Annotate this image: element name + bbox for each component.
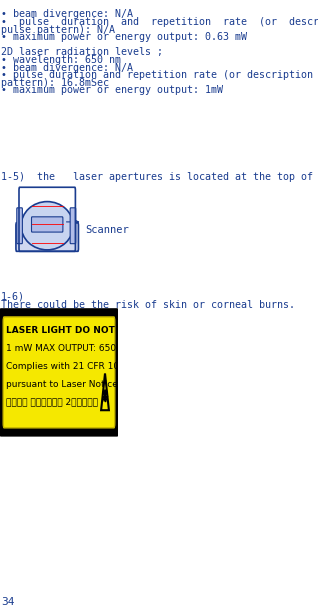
Text: • wavelength: 650 nm: • wavelength: 650 nm bbox=[1, 55, 121, 65]
Polygon shape bbox=[101, 373, 109, 410]
Text: 激光辐射 请勿直视光束 2类激光产品: 激光辐射 请勿直视光束 2类激光产品 bbox=[6, 398, 99, 406]
Text: • maximum power or energy output: 1mW: • maximum power or energy output: 1mW bbox=[1, 85, 223, 95]
Text: 1 mW MAX OUTPUT: 650nM IEC 60825-1:2007 and IEC 60825-1:2014: 1 mW MAX OUTPUT: 650nM IEC 60825-1:2007 … bbox=[6, 344, 317, 353]
Text: Scanner: Scanner bbox=[85, 225, 129, 235]
Text: Complies with 21 CFR 1040.10 and 1040.11except for deviations: Complies with 21 CFR 1040.10 and 1040.11… bbox=[6, 362, 301, 371]
Text: 1-5)  the   laser apertures is located at the top of the terminal.: 1-5) the laser apertures is located at t… bbox=[1, 172, 318, 181]
FancyBboxPatch shape bbox=[31, 217, 63, 232]
Text: • maximum power or energy output: 0.63 mW: • maximum power or energy output: 0.63 m… bbox=[1, 32, 247, 42]
Text: pulse pattern): N/A: pulse pattern): N/A bbox=[1, 25, 115, 34]
FancyBboxPatch shape bbox=[3, 317, 115, 428]
Text: There could be the risk of skin or corneal burns.: There could be the risk of skin or corne… bbox=[1, 300, 295, 310]
Text: 1-6): 1-6) bbox=[1, 291, 25, 301]
FancyBboxPatch shape bbox=[70, 208, 76, 244]
Ellipse shape bbox=[21, 202, 73, 250]
Text: • beam divergence: N/A: • beam divergence: N/A bbox=[1, 9, 133, 19]
Text: 2D laser radiation levels ;: 2D laser radiation levels ; bbox=[1, 47, 163, 57]
Text: LASER LIGHT DO NOT STARE INTO BEAM CLASS 2 LASER PRODUCT: LASER LIGHT DO NOT STARE INTO BEAM CLASS… bbox=[6, 326, 318, 335]
Text: 34: 34 bbox=[1, 597, 15, 607]
Text: •  pulse  duration  and  repetition  rate  (or  description  of  irregular: • pulse duration and repetition rate (or… bbox=[1, 17, 318, 27]
Text: • beam divergence: N/A: • beam divergence: N/A bbox=[1, 63, 133, 72]
FancyBboxPatch shape bbox=[17, 208, 22, 244]
Text: • pulse duration and repetition rate (or description of irregular pulse: • pulse duration and repetition rate (or… bbox=[1, 70, 318, 80]
FancyBboxPatch shape bbox=[0, 310, 118, 435]
FancyBboxPatch shape bbox=[16, 223, 79, 251]
Text: pattern): 16.8mSec: pattern): 16.8mSec bbox=[1, 78, 109, 88]
Text: pursuant to Laser Notice No. 50, dated June 24, 2007.: pursuant to Laser Notice No. 50, dated J… bbox=[6, 379, 251, 389]
